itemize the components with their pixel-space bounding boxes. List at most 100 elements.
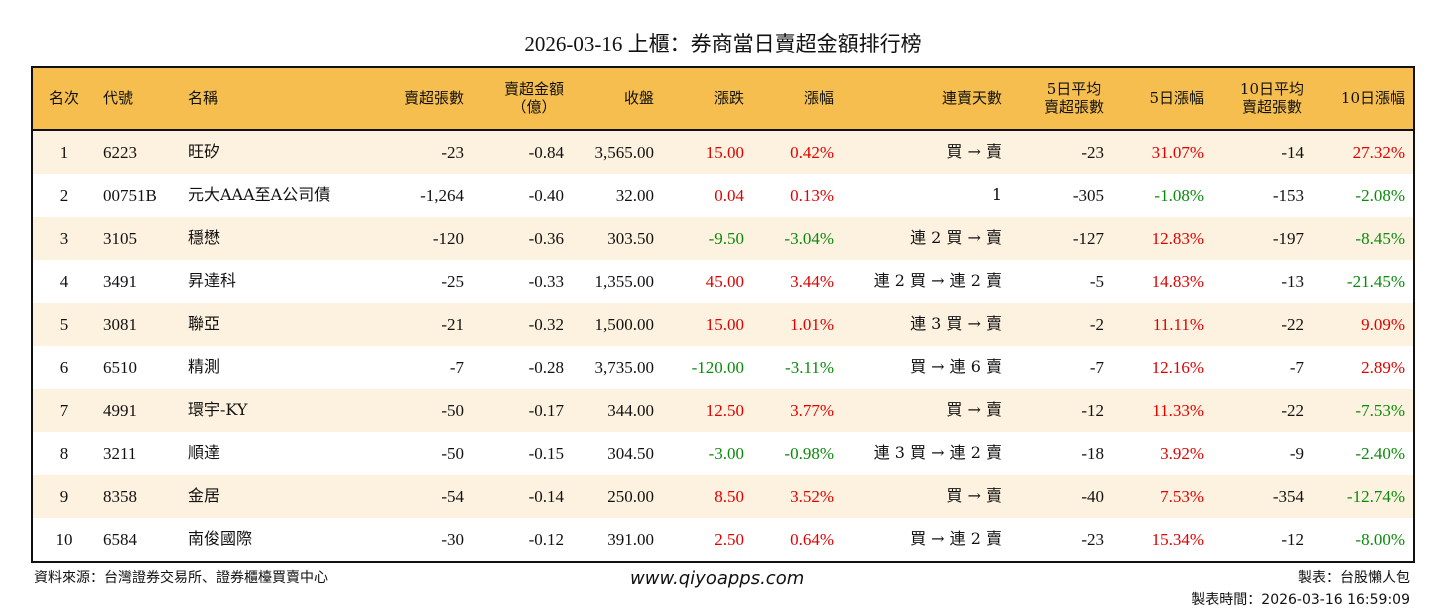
cell-chg10-pct: -8.00% bbox=[1355, 529, 1405, 549]
cell-avg5-net-sell: -23 bbox=[1081, 529, 1104, 549]
cell-change-pct: -3.04% bbox=[784, 228, 834, 248]
cell-net-sell-amount: -0.32 bbox=[528, 314, 564, 334]
cell-net-sell-amount: -0.36 bbox=[528, 228, 564, 248]
header-chg10-pct: 10日漲幅 bbox=[1340, 88, 1405, 107]
cell-avg10-net-sell: -13 bbox=[1281, 271, 1304, 291]
cell-close: 1,500.00 bbox=[594, 314, 655, 334]
cell-avg10-net-sell: -7 bbox=[1289, 357, 1304, 377]
cell-chg5-pct: 15.34% bbox=[1151, 529, 1204, 549]
table-row[interactable]: 3 3105 穩懋 -120 -0.36 303.50 -9.50 -3.04% 連 2 買 →… bbox=[33, 217, 1413, 260]
cell-name: 聯亞 bbox=[188, 314, 221, 334]
cell-net-sell-shares: -21 bbox=[441, 314, 464, 334]
cell-chg5-pct: 12.16% bbox=[1151, 357, 1204, 377]
cell-net-sell-amount: -0.33 bbox=[528, 271, 564, 291]
maker-label: 製表：台股懶人包 bbox=[1298, 570, 1410, 586]
header-change-pct: 漲幅 bbox=[803, 88, 834, 107]
page-title: 2026-03-16 上櫃：券商當日賣超金額排行榜 bbox=[524, 32, 922, 56]
cell-net-sell-amount: -0.40 bbox=[528, 185, 564, 205]
cell-net-sell-amount: -0.84 bbox=[528, 142, 564, 162]
website-link[interactable]: www.qiyoapps.com bbox=[630, 568, 805, 589]
cell-rank: 4 bbox=[59, 271, 69, 291]
cell-change: -120.00 bbox=[691, 357, 744, 377]
cell-change: 2.50 bbox=[714, 529, 744, 549]
header-rank: 名次 bbox=[48, 88, 79, 107]
table-row[interactable]: 5 3081 聯亞 -21 -0.32 1,500.00 15.00 1.01% 連 3 買 →… bbox=[33, 303, 1413, 346]
table-row[interactable]: 10 6584 南俊國際 -30 -0.12 391.00 2.50 0.64% 買 → 連 2… bbox=[33, 518, 1413, 561]
cell-chg10-pct: -2.40% bbox=[1355, 443, 1405, 463]
cell-code: 8358 bbox=[103, 486, 137, 506]
cell-net-sell-amount: -0.28 bbox=[528, 357, 564, 377]
cell-code: 3105 bbox=[103, 228, 137, 248]
cell-name: 順達 bbox=[188, 443, 221, 463]
cell-code: 3491 bbox=[103, 271, 137, 291]
cell-change-pct: -0.98% bbox=[784, 443, 834, 463]
cell-change-pct: 3.77% bbox=[790, 400, 834, 420]
cell-avg5-net-sell: -5 bbox=[1089, 271, 1104, 291]
cell-net-sell-shares: -7 bbox=[449, 357, 464, 377]
cell-rank: 3 bbox=[59, 228, 69, 248]
cell-avg10-net-sell: -14 bbox=[1281, 142, 1304, 162]
cell-avg5-net-sell: -40 bbox=[1081, 486, 1104, 506]
table-row[interactable]: 7 4991 環宇-KY -50 -0.17 344.00 12.50 3.77% 買 → 賣 -… bbox=[33, 389, 1413, 432]
header-net-sell-shares: 賣超張數 bbox=[403, 88, 464, 107]
data-source: 資料來源：台灣證券交易所、證券櫃檯買賣中心 bbox=[34, 570, 328, 586]
cell-streak: 買 → 連 6 賣 bbox=[910, 357, 1002, 377]
cell-close: 3,735.00 bbox=[594, 357, 655, 377]
cell-net-sell-shares: -50 bbox=[441, 400, 464, 420]
cell-chg5-pct: 3.92% bbox=[1160, 443, 1204, 463]
cell-code: 00751B bbox=[103, 185, 157, 205]
cell-net-sell-shares: -23 bbox=[441, 142, 464, 162]
table-row[interactable]: 9 8358 金居 -54 -0.14 250.00 8.50 3.52% 買 → 賣 -40 7.… bbox=[33, 475, 1413, 518]
table-row[interactable]: 8 3211 順達 -50 -0.15 304.50 -3.00 -0.98% 連 3 買 → … bbox=[33, 432, 1413, 475]
cell-avg5-net-sell: -7 bbox=[1089, 357, 1104, 377]
cell-rank: 5 bbox=[59, 314, 69, 334]
header-change: 漲跌 bbox=[713, 88, 744, 107]
cell-chg5-pct: -1.08% bbox=[1154, 185, 1204, 205]
cell-close: 3,565.00 bbox=[594, 142, 655, 162]
cell-name: 金居 bbox=[188, 486, 221, 506]
cell-code: 4991 bbox=[103, 400, 137, 420]
cell-name: 精測 bbox=[188, 357, 221, 377]
cell-net-sell-shares: -30 bbox=[441, 529, 464, 549]
cell-streak: 買 → 賣 bbox=[946, 486, 1002, 506]
cell-chg10-pct: 9.09% bbox=[1361, 314, 1405, 334]
cell-streak: 連 2 買 → 連 2 賣 bbox=[873, 271, 1002, 291]
table-row[interactable]: 6 6510 精測 -7 -0.28 3,735.00 -120.00 -3.11% 買 → 連… bbox=[33, 346, 1413, 389]
cell-avg10-net-sell: -354 bbox=[1272, 486, 1304, 506]
cell-change-pct: 3.44% bbox=[790, 271, 834, 291]
header-name: 名稱 bbox=[188, 88, 219, 107]
table-row[interactable]: 2 00751B 元大AAA至A公司債 -1,264 -0.40 32.00 0.04 0.1… bbox=[33, 174, 1413, 217]
cell-rank: 10 bbox=[55, 529, 73, 549]
header-close: 收盤 bbox=[623, 88, 654, 107]
cell-chg10-pct: -8.45% bbox=[1355, 228, 1405, 248]
cell-rank: 7 bbox=[59, 400, 69, 420]
cell-rank: 9 bbox=[59, 486, 69, 506]
cell-close: 32.00 bbox=[615, 185, 654, 205]
cell-change-pct: -3.11% bbox=[785, 357, 834, 377]
cell-change: 15.00 bbox=[705, 142, 744, 162]
cell-avg10-net-sell: -12 bbox=[1281, 529, 1304, 549]
header-code: 代號 bbox=[103, 88, 134, 107]
cell-chg10-pct: -12.74% bbox=[1346, 486, 1405, 506]
header-avg5-net-sell: 5日平均 賣超張數 bbox=[1043, 80, 1104, 116]
table-row[interactable]: 1 6223 旺矽 -23 -0.84 3,565.00 15.00 0.42% 買 → 賣 -2… bbox=[33, 131, 1413, 174]
table-row[interactable]: 4 3491 昇達科 -25 -0.33 1,355.00 45.00 3.44% 連 2 買 … bbox=[33, 260, 1413, 303]
cell-avg5-net-sell: -127 bbox=[1072, 228, 1104, 248]
cell-streak: 買 → 賣 bbox=[946, 142, 1002, 162]
cell-streak: 1 bbox=[991, 185, 1002, 205]
cell-close: 304.50 bbox=[607, 443, 654, 463]
header-avg10-net-sell: 10日平均 賣超張數 bbox=[1239, 80, 1304, 116]
cell-chg5-pct: 14.83% bbox=[1151, 271, 1204, 291]
cell-net-sell-amount: -0.15 bbox=[528, 443, 564, 463]
cell-chg10-pct: 27.32% bbox=[1352, 142, 1405, 162]
cell-close: 391.00 bbox=[607, 529, 654, 549]
cell-avg5-net-sell: -305 bbox=[1072, 185, 1104, 205]
cell-avg5-net-sell: -12 bbox=[1081, 400, 1104, 420]
cell-avg5-net-sell: -23 bbox=[1081, 142, 1104, 162]
cell-avg10-net-sell: -22 bbox=[1281, 400, 1304, 420]
cell-name: 環宇-KY bbox=[188, 400, 248, 420]
header-chg5-pct: 5日漲幅 bbox=[1149, 88, 1204, 107]
cell-code: 6510 bbox=[103, 357, 137, 377]
cell-avg10-net-sell: -22 bbox=[1281, 314, 1304, 334]
cell-chg10-pct: -7.53% bbox=[1355, 400, 1405, 420]
